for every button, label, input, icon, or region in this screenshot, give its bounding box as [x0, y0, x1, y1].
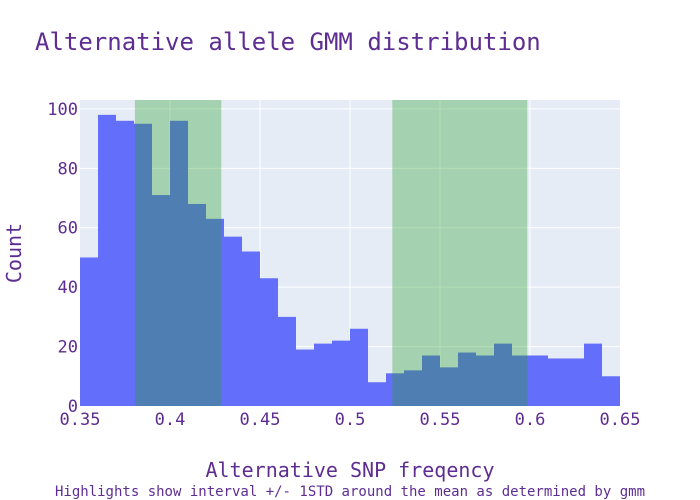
histogram-bar: [260, 278, 278, 406]
histogram-bar: [134, 123, 152, 406]
y-tick-label: 0: [68, 397, 78, 417]
histogram-bar: [350, 328, 368, 406]
histogram-bar: [152, 195, 170, 406]
chart-caption: Highlights show interval +/- 1STD around…: [55, 484, 645, 500]
y-tick-label: 60: [58, 219, 78, 239]
gmm-highlights: [134, 100, 528, 406]
histogram-bar: [422, 355, 440, 406]
histogram-bar: [98, 114, 116, 406]
x-tick-label: 0.65: [600, 410, 641, 430]
histogram-bar: [440, 367, 458, 406]
histogram-bar: [332, 340, 350, 406]
histogram-bar: [116, 120, 134, 407]
highlight-band: [134, 100, 222, 406]
histogram-bar: [296, 349, 314, 406]
x-tick-label: 0.4: [155, 410, 186, 430]
histogram-bar: [530, 355, 548, 406]
highlight-band: [392, 100, 528, 406]
histogram-bar: [80, 257, 98, 406]
histogram-bar: [386, 373, 404, 406]
x-axis-ticks: 0.35 0.4 0.45 0.5 0.55 0.6 0.65: [60, 410, 641, 430]
histogram-bar: [404, 370, 422, 406]
chart-title: Alternative allele GMM distribution: [35, 28, 541, 56]
y-tick-label: 20: [58, 338, 78, 358]
y-tick-label: 40: [58, 278, 78, 298]
histogram-bar: [242, 251, 260, 406]
x-tick-label: 0.35: [60, 410, 101, 430]
histogram-bar: [512, 355, 530, 406]
y-axis-ticks: 0 20 40 60 80 100: [47, 100, 78, 417]
histogram-bar: [278, 316, 296, 406]
x-tick-label: 0.55: [420, 410, 461, 430]
histogram-bar: [188, 203, 206, 406]
histogram-bar: [170, 120, 188, 407]
histogram-bar: [602, 376, 620, 406]
histogram-bar: [368, 382, 386, 406]
histogram-bars: [80, 114, 620, 407]
histogram-bar: [314, 343, 332, 406]
histogram-bar: [494, 343, 512, 406]
y-tick-label: 80: [58, 159, 78, 179]
histogram-bar: [224, 236, 242, 406]
histogram-bar: [566, 358, 584, 406]
x-tick-label: 0.45: [240, 410, 281, 430]
y-axis-label: Count: [2, 223, 26, 283]
histogram-bar: [548, 358, 566, 406]
x-tick-label: 0.5: [335, 410, 366, 430]
histogram-bar: [458, 352, 476, 406]
x-tick-label: 0.6: [515, 410, 546, 430]
histogram-bar: [584, 343, 602, 406]
y-tick-label: 100: [47, 100, 78, 120]
x-axis-label: Alternative SNP freqency: [206, 458, 495, 482]
histogram-bar: [206, 218, 224, 406]
histogram-bar: [476, 355, 494, 406]
